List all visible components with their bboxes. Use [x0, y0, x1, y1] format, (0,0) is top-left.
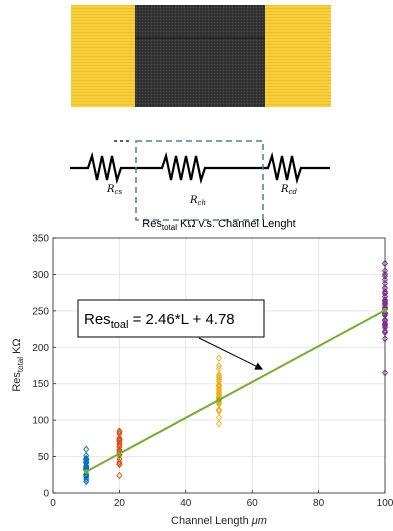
right-contact — [265, 5, 331, 107]
chart-title: Restotal KΩ v.s. Channel Lenght — [142, 218, 295, 232]
fit-point — [117, 451, 122, 457]
left-contact — [71, 5, 137, 107]
series-0 — [83, 445, 90, 486]
equation-text: Restoal = 2.46*L + 4.78 — [84, 311, 235, 331]
plot-area: 0 20 40 60 80 100 0 50 100 150 200 250 300 350 — [32, 234, 393, 510]
x-ticks: 0 20 40 60 80 100 — [50, 490, 393, 509]
x-tick-label: 100 — [377, 498, 393, 509]
x-axis-label: Channel Length μm — [171, 515, 267, 527]
data-point — [116, 460, 123, 468]
y-ticks: 0 50 100 150 200 250 300 350 — [32, 234, 56, 500]
data-point — [382, 334, 388, 343]
x-tick-label: 20 — [114, 498, 126, 509]
data-point — [216, 420, 222, 428]
y-tick-label: 200 — [32, 343, 49, 354]
equation-box — [77, 299, 265, 338]
data-point — [216, 406, 222, 414]
data-point — [83, 462, 90, 470]
data-point — [116, 471, 123, 480]
series-3 — [382, 259, 388, 377]
data-point — [382, 289, 388, 298]
y-axis-label: Restotal KΩ — [11, 338, 25, 391]
label-r-ch: Rch — [189, 195, 206, 207]
y-tick-label: 350 — [32, 234, 49, 245]
y-tick-label: 150 — [32, 379, 49, 390]
axes-frame — [52, 237, 386, 494]
fit-point — [216, 397, 222, 403]
data-point — [382, 276, 388, 284]
data-points — [83, 259, 388, 486]
data-point — [382, 267, 388, 275]
data-point — [382, 298, 388, 306]
data-point — [382, 279, 388, 288]
fit-line — [85, 309, 386, 473]
data-point — [116, 435, 123, 444]
fit-point — [83, 469, 89, 474]
data-point — [83, 451, 90, 460]
data-point — [116, 427, 123, 435]
data-point — [382, 284, 388, 292]
resistor-circuit: Rcs Rch Rcd — [70, 140, 330, 221]
data-point — [382, 292, 388, 301]
channel — [135, 5, 267, 107]
data-point — [216, 364, 222, 373]
data-point — [216, 370, 222, 379]
axes-box — [52, 237, 386, 494]
y-tick-label: 250 — [32, 306, 49, 317]
data-point — [83, 458, 90, 467]
fit-point — [382, 307, 388, 313]
fit-line-group — [83, 307, 388, 474]
data-point — [382, 327, 388, 335]
y-tick-label: 0 — [43, 489, 49, 500]
data-point — [382, 328, 388, 337]
data-point — [216, 372, 222, 380]
x-tick-label: 60 — [247, 498, 259, 509]
data-point — [382, 320, 388, 328]
data-point — [382, 369, 388, 377]
label-r-cs: Rcs — [106, 184, 122, 196]
data-point — [216, 388, 222, 397]
channel-highlight-box — [135, 140, 264, 221]
y-tick-label: 100 — [32, 416, 49, 427]
data-point — [116, 458, 123, 466]
y-tick-label: 300 — [32, 270, 49, 281]
annotation-arrow — [198, 337, 264, 370]
circuit-wire — [70, 151, 330, 185]
label-r-cd: Rcd — [280, 184, 297, 196]
equation-annotation: Restoal = 2.46*L + 4.78 — [77, 299, 265, 370]
x-tick-label: 40 — [180, 498, 192, 509]
x-tick-label: 80 — [313, 498, 325, 509]
data-point — [382, 259, 388, 268]
data-point — [382, 319, 388, 327]
data-point — [382, 287, 388, 296]
y-tick-label: 50 — [38, 452, 50, 463]
x-tick-label: 0 — [50, 498, 56, 509]
data-point — [216, 362, 222, 370]
data-point — [216, 354, 222, 362]
data-point — [382, 296, 388, 304]
device-image — [71, 5, 331, 107]
data-point — [216, 385, 222, 394]
data-point — [116, 436, 123, 445]
data-point — [216, 413, 222, 422]
